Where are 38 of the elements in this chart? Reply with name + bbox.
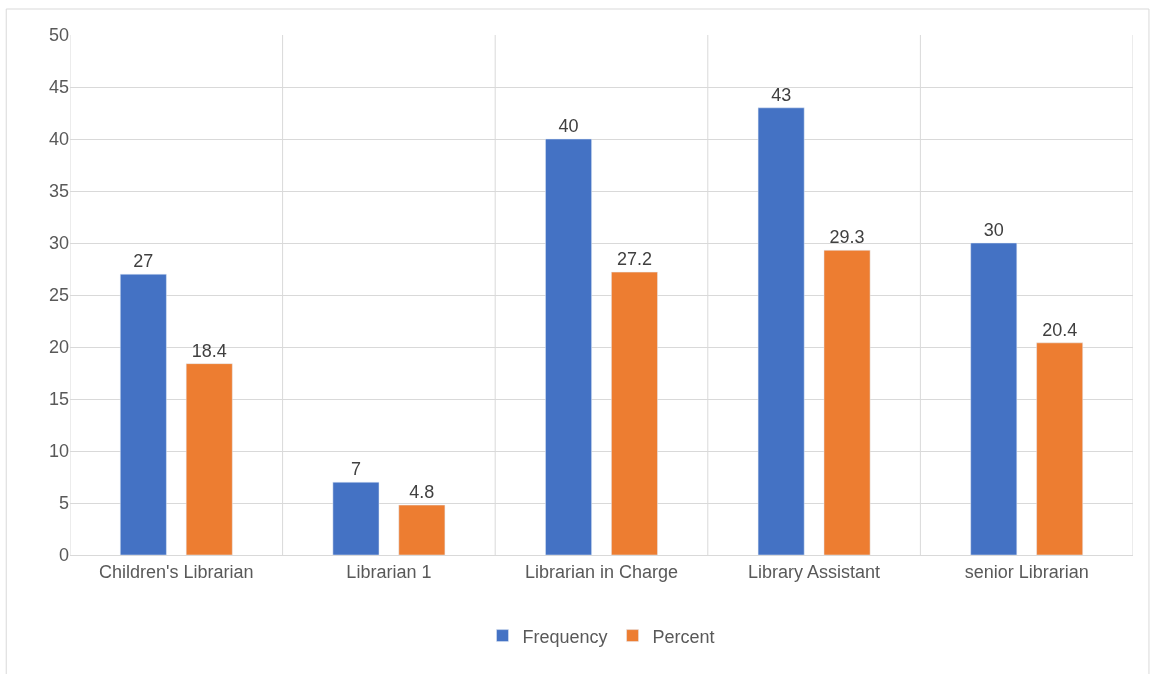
data-label: 18.4 <box>191 340 227 361</box>
bar <box>823 250 871 555</box>
data-label: 30 <box>983 220 1004 240</box>
y-tick-label: 35 <box>48 181 69 202</box>
bar <box>545 138 592 555</box>
legend-label: Percent <box>652 626 715 647</box>
bar <box>757 107 805 555</box>
bar <box>332 481 380 555</box>
y-tick-label: 30 <box>48 233 69 254</box>
y-tick-label: 50 <box>48 25 69 46</box>
x-tick-label: Children's Librarian <box>99 561 254 582</box>
bar <box>611 271 658 555</box>
data-label: 27.2 <box>616 249 652 270</box>
y-tick-label: 5 <box>58 493 69 514</box>
data-label: 27 <box>133 251 154 272</box>
y-tick-label: 15 <box>48 389 69 410</box>
x-tick-label: senior Librarian <box>964 561 1089 582</box>
y-tick-label: 45 <box>48 77 69 98</box>
y-tick-label: 20 <box>48 337 69 358</box>
y-tick-label: 40 <box>48 129 69 150</box>
x-tick-label: Library Assistant <box>748 561 881 582</box>
bar <box>120 273 167 555</box>
bar <box>185 363 233 555</box>
data-label: 40 <box>558 116 579 136</box>
data-label: 7 <box>350 459 361 480</box>
y-tick-label: 0 <box>58 545 69 566</box>
data-label: 29.3 <box>829 227 865 248</box>
data-label: 4.8 <box>409 482 435 503</box>
x-tick-label: Librarian 1 <box>346 561 432 582</box>
y-tick-label: 10 <box>48 441 69 462</box>
legend-label: Frequency <box>522 626 608 647</box>
data-label: 43 <box>771 84 792 105</box>
bar <box>398 504 446 555</box>
data-label: 20.4 <box>1042 319 1078 340</box>
x-tick-label: Librarian in Charge <box>524 561 679 582</box>
y-tick-label: 25 <box>48 285 69 306</box>
bar <box>1036 342 1083 555</box>
bar <box>970 242 1018 555</box>
